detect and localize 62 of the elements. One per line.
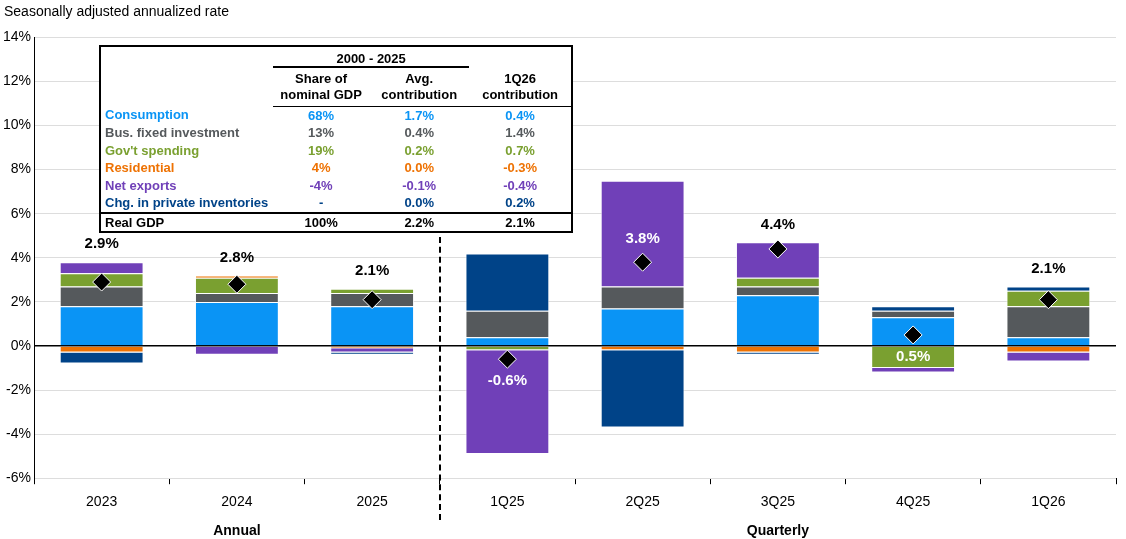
annotation: - (317, 194, 325, 212)
text: Chg. in private inventories (104, 194, 270, 212)
data-label: 2.1% (1031, 258, 1066, 276)
x-tick-label: 2Q25 (625, 493, 660, 510)
annotation: 100% (303, 213, 339, 232)
annotation: 2.2% (403, 213, 435, 232)
annotation: Share of nominal GDP (273, 67, 370, 106)
data-label: 2.9% (84, 234, 119, 252)
annotation: 13% (307, 124, 336, 142)
annotation: -4% (308, 176, 334, 194)
y-tick-label: -4% (6, 424, 32, 441)
annotation: 4% (310, 159, 332, 177)
x-tick-label: 1Q26 (1031, 493, 1066, 510)
y-tick-label: -2% (6, 380, 32, 397)
x-tick-label: 4Q25 (896, 493, 931, 510)
annotation: 0.0% (403, 194, 435, 212)
data-label: 2.1% (355, 260, 390, 278)
y-tick-label: -6% (6, 469, 32, 486)
annotation: 1Q26 contribution (469, 67, 572, 106)
annotation: 0.4% (403, 124, 435, 142)
x-tick-label: 2024 (221, 493, 253, 510)
annotation: 0.0% (403, 159, 435, 177)
text: Quarterly (746, 522, 810, 538)
text: Consumption (104, 106, 190, 124)
text: Bus. fixed investment (104, 124, 241, 142)
annotation: -0.4% (502, 176, 539, 194)
annotation: 1.7% (403, 106, 435, 124)
y-tick-label: 6% (10, 204, 32, 221)
annotation: 2000 - 2025 (335, 50, 407, 68)
annotation: -0.1% (401, 176, 438, 194)
y-axis-title: Seasonally adjusted annualized rate (4, 3, 229, 19)
text: Real GDP (104, 213, 166, 232)
text: Residential (104, 159, 176, 177)
annotation: -0.3% (502, 159, 539, 177)
y-tick-label: 10% (2, 116, 32, 133)
annotation: 2.1% (504, 213, 536, 232)
y-tick-label: 4% (10, 248, 32, 265)
annotation: 68% (307, 106, 336, 124)
x-tick-label: 1Q25 (490, 493, 525, 510)
data-label: 3.8% (625, 229, 660, 247)
y-tick-label: 12% (2, 72, 32, 89)
annotation: Avg. contribution (369, 67, 470, 106)
data-label: 0.5% (896, 347, 931, 365)
x-tick-label: 2023 (86, 493, 118, 510)
y-tick-label: 0% (10, 336, 32, 353)
text: Annual (213, 522, 261, 538)
data-label: 2.8% (219, 247, 254, 265)
data-label: -0.6% (487, 371, 527, 389)
annotation: 0.7% (504, 141, 536, 159)
text: Net exports (104, 176, 178, 194)
annotation: 1.4% (504, 124, 536, 142)
annotation: 0.4% (504, 106, 536, 124)
annotation: 0.2% (403, 141, 435, 159)
annotation: 19% (307, 141, 336, 159)
y-tick-label: 2% (10, 292, 32, 309)
annotation: 0.2% (504, 194, 536, 212)
y-tick-label: 14% (2, 28, 32, 45)
x-tick-label: 2025 (356, 493, 388, 510)
y-tick-label: 8% (10, 160, 32, 177)
x-tick-label: 3Q25 (760, 493, 796, 510)
data-label: 4.4% (760, 214, 795, 232)
text: Gov't spending (104, 141, 201, 159)
